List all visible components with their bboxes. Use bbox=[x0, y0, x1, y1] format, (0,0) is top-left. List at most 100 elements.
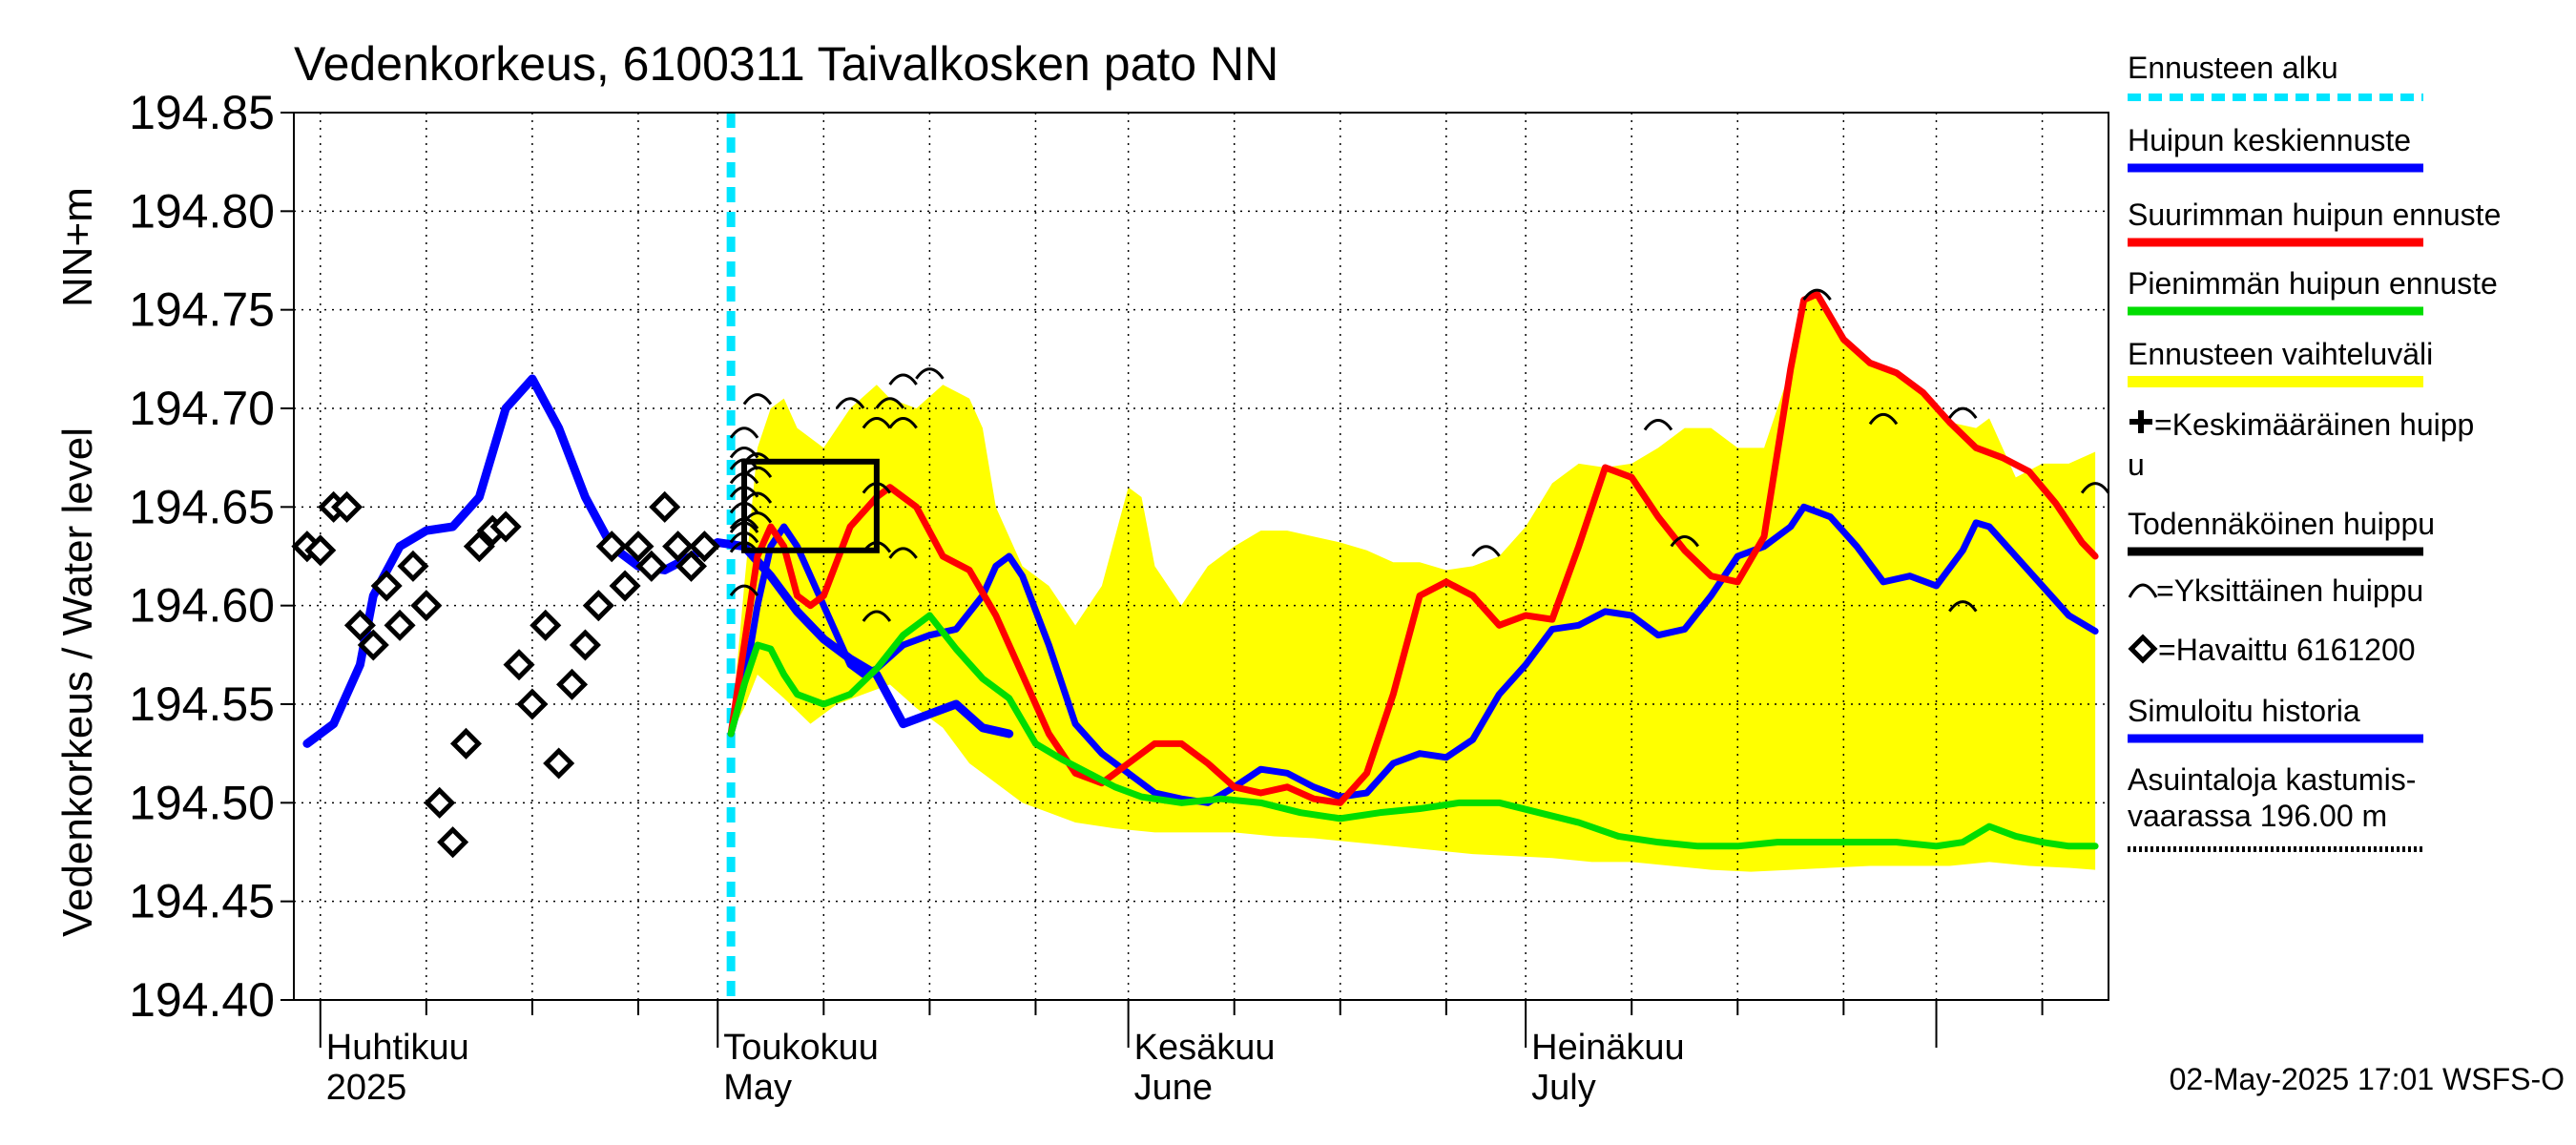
y-tick-label: 194.55 bbox=[129, 677, 275, 731]
single-peak-marker bbox=[835, 397, 865, 409]
legend-label-cont: vaarassa 196.00 m bbox=[2128, 799, 2387, 833]
observed-point bbox=[384, 609, 416, 641]
legend: Ennusteen alku Huipun keskiennuste Suurimm… bbox=[2128, 51, 2501, 852]
forecast-range-band-layer bbox=[731, 290, 2096, 872]
axes-layer: 194.85 194.80 194.75 194.70 194.65 194.60 194.… bbox=[129, 86, 2044, 1108]
series-line-suurimman-huipun-ennuste bbox=[727, 290, 2099, 806]
legend-plus-icon bbox=[2129, 410, 2152, 433]
y-tick-label: 194.75 bbox=[129, 283, 275, 337]
observed-point bbox=[304, 534, 337, 567]
single-peak-marker bbox=[862, 482, 892, 494]
x-month-sublabel: May bbox=[723, 1068, 792, 1108]
legend-label: =Havaittu 6161200 bbox=[2158, 633, 2416, 667]
single-peak-marker bbox=[742, 452, 773, 465]
single-peak-marker bbox=[888, 416, 918, 429]
single-peak-marker bbox=[1670, 534, 1699, 548]
single-peak-marker bbox=[1802, 288, 1832, 302]
legend-label: Pienimmän huipun ennuste bbox=[2128, 266, 2498, 301]
single-peak-marker bbox=[915, 367, 945, 380]
observed-point bbox=[449, 727, 483, 760]
observed-point bbox=[343, 609, 376, 641]
legend-label: =Keskimääräinen huipp bbox=[2154, 407, 2474, 442]
observed-point bbox=[463, 531, 495, 563]
observed-point bbox=[609, 570, 641, 602]
observed-point bbox=[370, 570, 403, 602]
observed-point bbox=[622, 531, 654, 563]
y-tick-label: 194.45 bbox=[129, 875, 275, 928]
single-peak-marker bbox=[742, 491, 773, 504]
legend-label: =Yksittäinen huippu bbox=[2156, 573, 2423, 608]
legend-label: Asuintaloja kastumis- bbox=[2128, 762, 2416, 797]
single-peak-marker bbox=[1948, 406, 1978, 420]
legend-arc-icon bbox=[2128, 583, 2158, 598]
single-peak-marker bbox=[729, 584, 759, 597]
single-peak-marker bbox=[729, 521, 759, 533]
y-axis-label: Vedenkorkeus / Water level bbox=[54, 427, 101, 937]
observed-point bbox=[556, 668, 589, 700]
observed-point bbox=[649, 490, 681, 523]
observed-point bbox=[595, 531, 628, 563]
observed-point bbox=[569, 629, 601, 661]
single-peak-marker bbox=[1471, 545, 1501, 557]
x-month-sublabel: June bbox=[1134, 1068, 1213, 1108]
x-month-sublabel: 2025 bbox=[326, 1068, 407, 1108]
single-peak-marker bbox=[729, 427, 759, 439]
observed-point bbox=[688, 531, 720, 563]
x-month-sublabel: July bbox=[1531, 1068, 1596, 1108]
single-peak-marker bbox=[1868, 412, 1899, 426]
y-tick-label: 194.50 bbox=[129, 776, 275, 829]
single-peak-marker bbox=[875, 397, 904, 409]
observed-point bbox=[675, 550, 708, 582]
y-tick-label: 194.65 bbox=[129, 480, 275, 533]
series-line-huipun-keskiennuste bbox=[727, 503, 2099, 806]
legend-label: Simuloitu historia bbox=[2128, 694, 2360, 728]
observed-point bbox=[582, 590, 614, 622]
single-peak-marker bbox=[2080, 482, 2110, 494]
legend-label: Ennusteen vaihteluväli bbox=[2128, 337, 2433, 371]
legend-label: Ennusteen alku bbox=[2128, 51, 2338, 85]
x-month-label: Heinäkuu bbox=[1531, 1028, 1685, 1068]
observed-point bbox=[543, 747, 575, 780]
observed-point bbox=[503, 649, 535, 681]
y-tick-label: 194.60 bbox=[129, 579, 275, 633]
single-peak-marker bbox=[729, 517, 759, 530]
x-month-label: Toukokuu bbox=[723, 1028, 879, 1068]
series-line-pienimm-n-huipun-ennuste bbox=[727, 612, 2099, 850]
y-tick-label: 194.70 bbox=[129, 382, 275, 435]
y-tick-label: 194.80 bbox=[129, 184, 275, 238]
observed-point bbox=[424, 786, 456, 819]
probable-peak-box bbox=[741, 458, 880, 553]
single-peak-marker bbox=[729, 531, 759, 544]
single-peak-marker bbox=[1948, 600, 1978, 613]
observed-point bbox=[410, 590, 443, 622]
forecast-range-band bbox=[731, 290, 2096, 872]
legend-label-cont: u bbox=[2128, 448, 2145, 482]
single-peak-marker bbox=[1643, 419, 1673, 431]
legend-label: Suurimman huipun ennuste bbox=[2128, 198, 2501, 232]
observed-point bbox=[357, 629, 389, 661]
single-peak-marker bbox=[729, 541, 759, 553]
observed-point bbox=[330, 490, 364, 523]
observed-point bbox=[437, 826, 469, 859]
single-peak-marker bbox=[729, 471, 759, 485]
observed-point bbox=[397, 550, 429, 582]
timestamp: 02-May-2025 17:01 WSFS-O bbox=[2170, 1062, 2565, 1096]
y-tick-label: 194.85 bbox=[129, 86, 275, 139]
legend-diamond-icon bbox=[2128, 634, 2158, 664]
single-peak-marker bbox=[742, 393, 773, 406]
y-tick-label: 194.40 bbox=[129, 973, 275, 1027]
single-peak-marker bbox=[742, 511, 773, 524]
plot-frame bbox=[293, 112, 2109, 1001]
observed-point bbox=[516, 688, 549, 720]
x-month-label: Kesäkuu bbox=[1134, 1028, 1276, 1068]
marker-layer bbox=[291, 288, 2110, 859]
observed-point bbox=[635, 550, 668, 582]
observed-point bbox=[662, 531, 695, 563]
single-peak-marker bbox=[862, 610, 892, 622]
single-peak-marker bbox=[729, 501, 759, 514]
observed-point bbox=[489, 510, 522, 543]
single-peak-marker bbox=[888, 547, 918, 559]
legend-label: Huipun keskiennuste bbox=[2128, 123, 2411, 157]
legend-swatch bbox=[2128, 376, 2423, 387]
